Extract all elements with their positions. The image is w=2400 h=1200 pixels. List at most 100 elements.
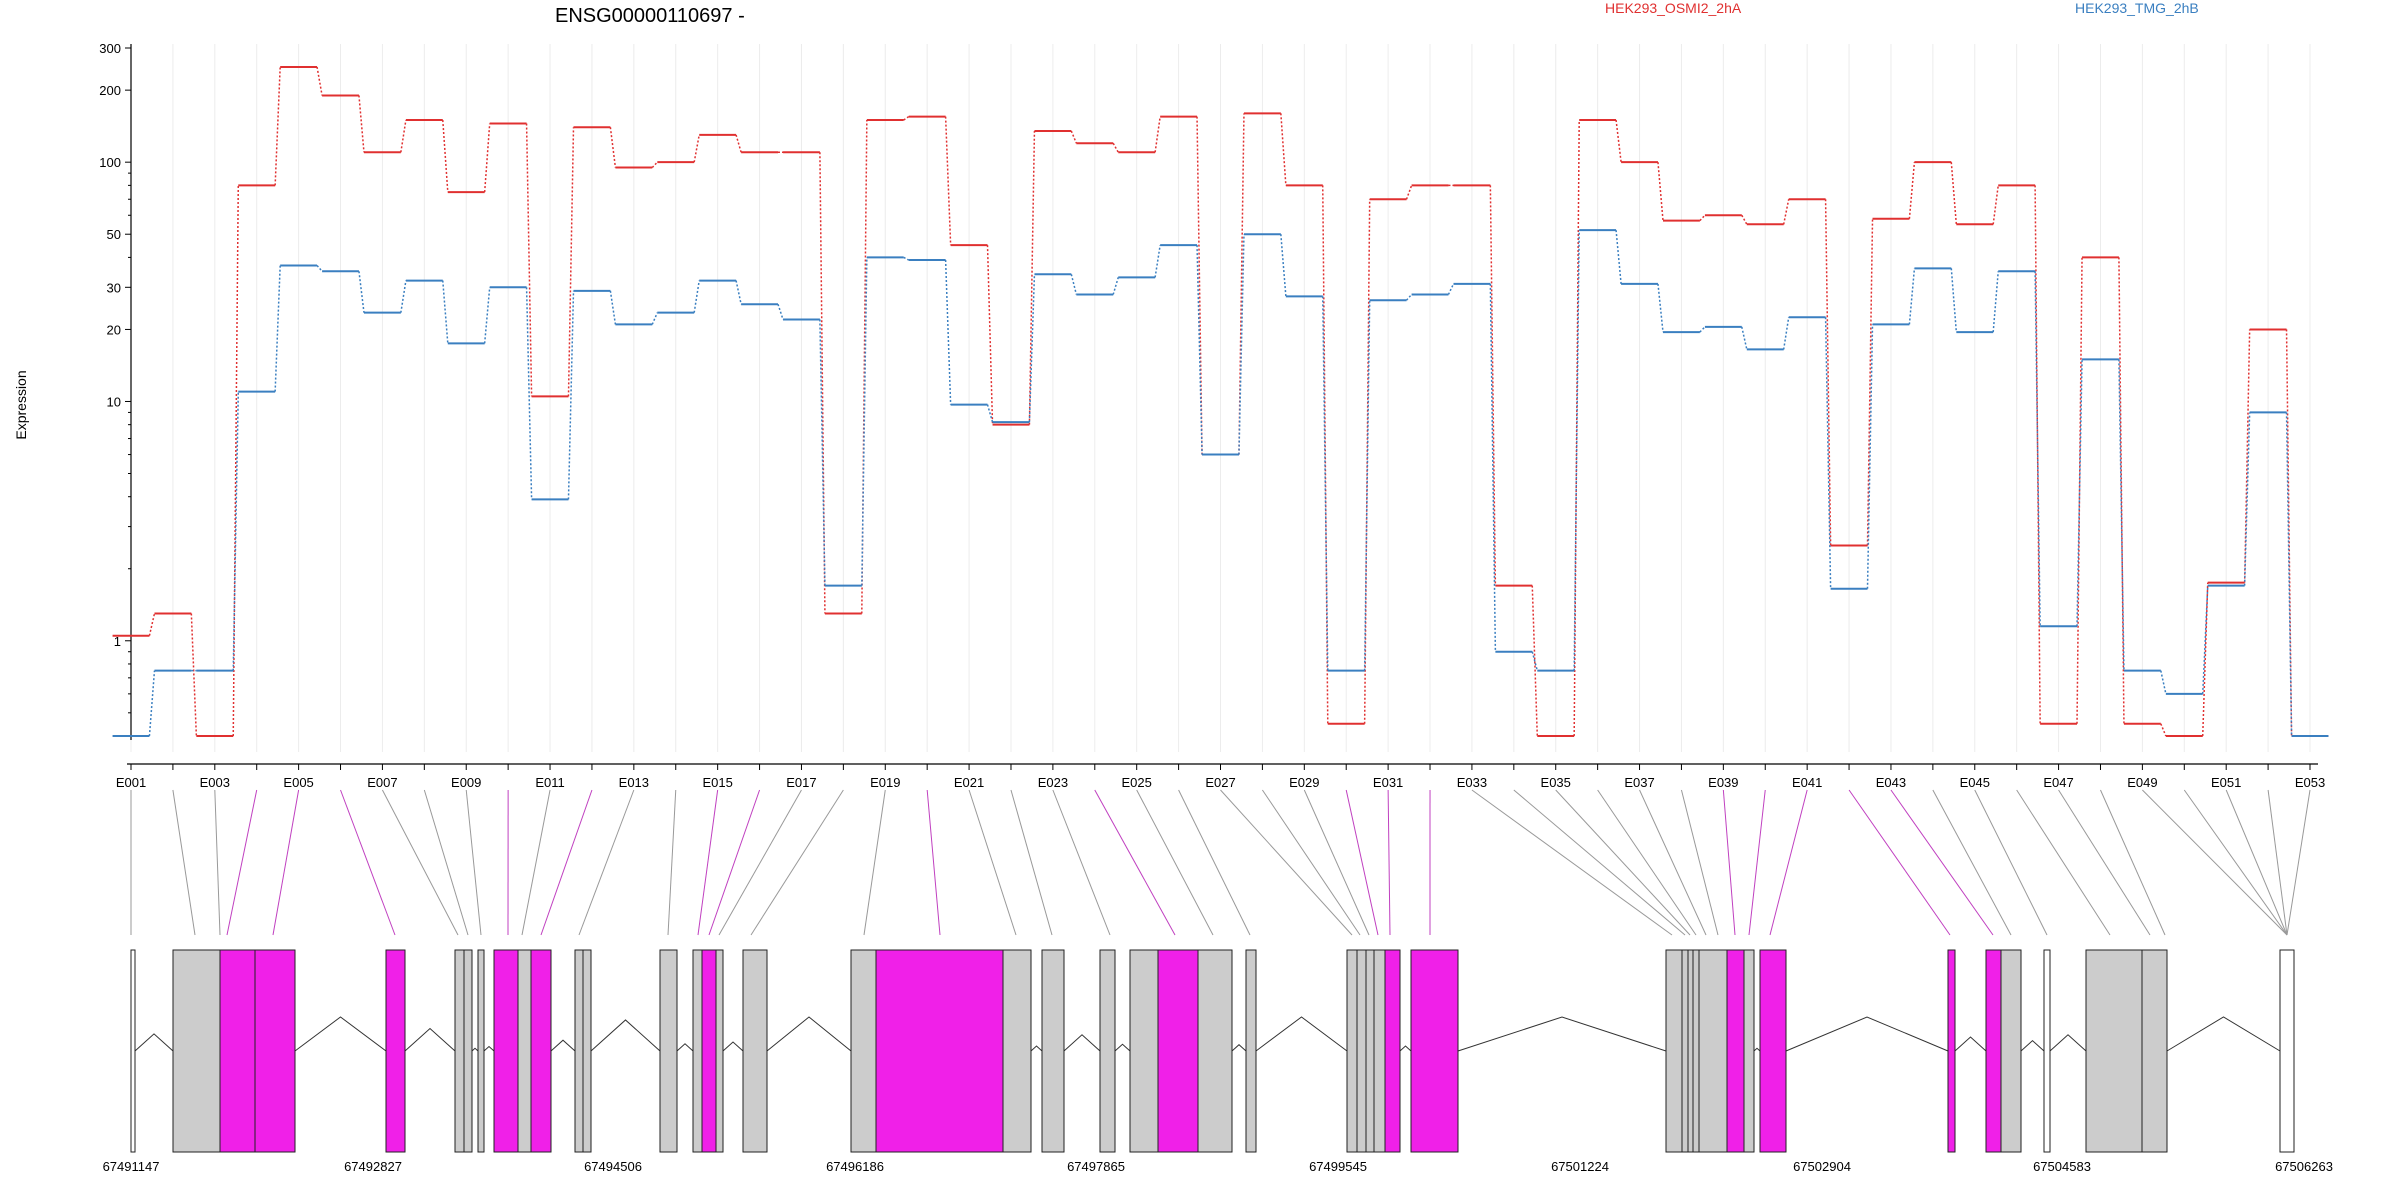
x-tick-label: E005: [283, 775, 313, 790]
exon-connector: [1471, 789, 1673, 936]
intron-line: [1753, 1047, 1761, 1052]
series-connector: [2285, 412, 2293, 737]
exon-connector: [863, 789, 886, 936]
series-connector: [1741, 214, 1748, 225]
exon-bin: [1365, 949, 1375, 1153]
exon-bin: [1099, 949, 1116, 1153]
exon-connector: [667, 789, 677, 936]
series-connector: [651, 161, 658, 169]
series-connector: [400, 119, 407, 153]
series-connector: [2201, 582, 2209, 737]
series-connector: [903, 116, 910, 121]
intron-line: [2049, 1034, 2087, 1052]
series-connector: [1238, 234, 1245, 455]
exon-connector: [926, 789, 941, 936]
x-tick-label: E009: [451, 775, 481, 790]
series-connector: [1238, 113, 1245, 455]
series-connector: [148, 670, 156, 737]
x-tick-label: E007: [367, 775, 397, 790]
intron-line: [404, 1027, 456, 1052]
series-connector: [358, 271, 365, 313]
exon-bin: [463, 949, 473, 1153]
x-tick-label: E035: [1541, 775, 1571, 790]
series-connector: [1866, 324, 1874, 589]
y-tick-label: 300: [99, 41, 121, 56]
exon-bin: [1743, 949, 1755, 1153]
series-connector: [609, 127, 617, 168]
intron-line: [1785, 1016, 1949, 1052]
series-connector: [316, 265, 323, 272]
series-connector: [1573, 120, 1580, 737]
series-connector: [735, 280, 742, 305]
series-connector: [2076, 359, 2083, 627]
series-connector: [944, 116, 952, 246]
intron-line: [1114, 1043, 1131, 1052]
exon-bin: [1410, 949, 1459, 1153]
series-connector: [1657, 283, 1664, 333]
exon-connector: [708, 789, 761, 936]
exon-bin: [454, 949, 465, 1153]
x-tick-label: E017: [786, 775, 816, 790]
exon-bin: [1726, 949, 1745, 1153]
intron-line: [1231, 1044, 1247, 1052]
series-connector: [1531, 651, 1539, 671]
series-connector: [316, 66, 323, 96]
exon-connector: [1261, 789, 1361, 936]
x-tick-label: E033: [1457, 775, 1487, 790]
series-connector: [483, 287, 491, 344]
series-connector: [1824, 199, 1832, 546]
chart-title: ENSG00000110697 -: [555, 5, 745, 27]
genomic-coordinate-label: 67497865: [1067, 1159, 1125, 1174]
series-connector: [1657, 162, 1664, 221]
x-tick-label: E053: [2295, 775, 2325, 790]
exon-connector: [272, 789, 300, 936]
series-connector: [1405, 185, 1413, 200]
exon-bin: [692, 949, 703, 1153]
series-connector: [442, 280, 449, 344]
exon-bin: [742, 949, 768, 1153]
y-tick-label: 200: [99, 83, 121, 98]
series-connector: [274, 66, 281, 186]
series-connector: [1824, 317, 1832, 589]
exon-connector: [1345, 789, 1379, 936]
exon-connector: [1680, 789, 1719, 936]
x-tick-label: E019: [870, 775, 900, 790]
exon-bin: [1698, 949, 1728, 1153]
x-tick-label: E015: [702, 775, 732, 790]
x-tick-label: E039: [1708, 775, 1738, 790]
genomic-coordinate-label: 67496186: [826, 1159, 884, 1174]
series-connector: [1866, 218, 1874, 546]
intron-line: [2020, 1039, 2045, 1052]
series-connector: [1699, 214, 1706, 222]
intron-line: [294, 1016, 387, 1052]
grid-lines: [130, 44, 2311, 752]
exon-bin: [530, 949, 552, 1153]
series-connector: [1280, 113, 1287, 186]
exon-connector: [968, 789, 1017, 936]
intron-line: [1954, 1036, 1987, 1052]
y-tick-label: 1: [114, 634, 121, 649]
series-connector: [1950, 162, 1958, 225]
exon-bin: [1947, 949, 1956, 1153]
series-connector: [609, 290, 617, 325]
series-connector: [651, 312, 659, 325]
exon-bin: [477, 949, 485, 1153]
exon-bin: [1356, 949, 1367, 1153]
series-connector: [986, 245, 994, 425]
exon-connector: [1052, 789, 1111, 936]
y-tick-label: 50: [107, 227, 121, 242]
series-connector: [2076, 257, 2083, 724]
series-connector: [861, 120, 868, 614]
exon-bin: [172, 949, 221, 1153]
y-tick-label: 10: [107, 394, 121, 409]
exon-connector: [1722, 789, 1736, 936]
exon-connector: [2016, 789, 2111, 936]
series-layer: [112, 65, 2329, 737]
series-connector: [232, 391, 240, 671]
x-tick-label: E001: [116, 775, 146, 790]
exon-bin: [2085, 949, 2143, 1153]
series-connector: [1489, 185, 1497, 586]
exon-bin: [1985, 949, 2002, 1153]
exon-connector: [1639, 789, 1707, 936]
